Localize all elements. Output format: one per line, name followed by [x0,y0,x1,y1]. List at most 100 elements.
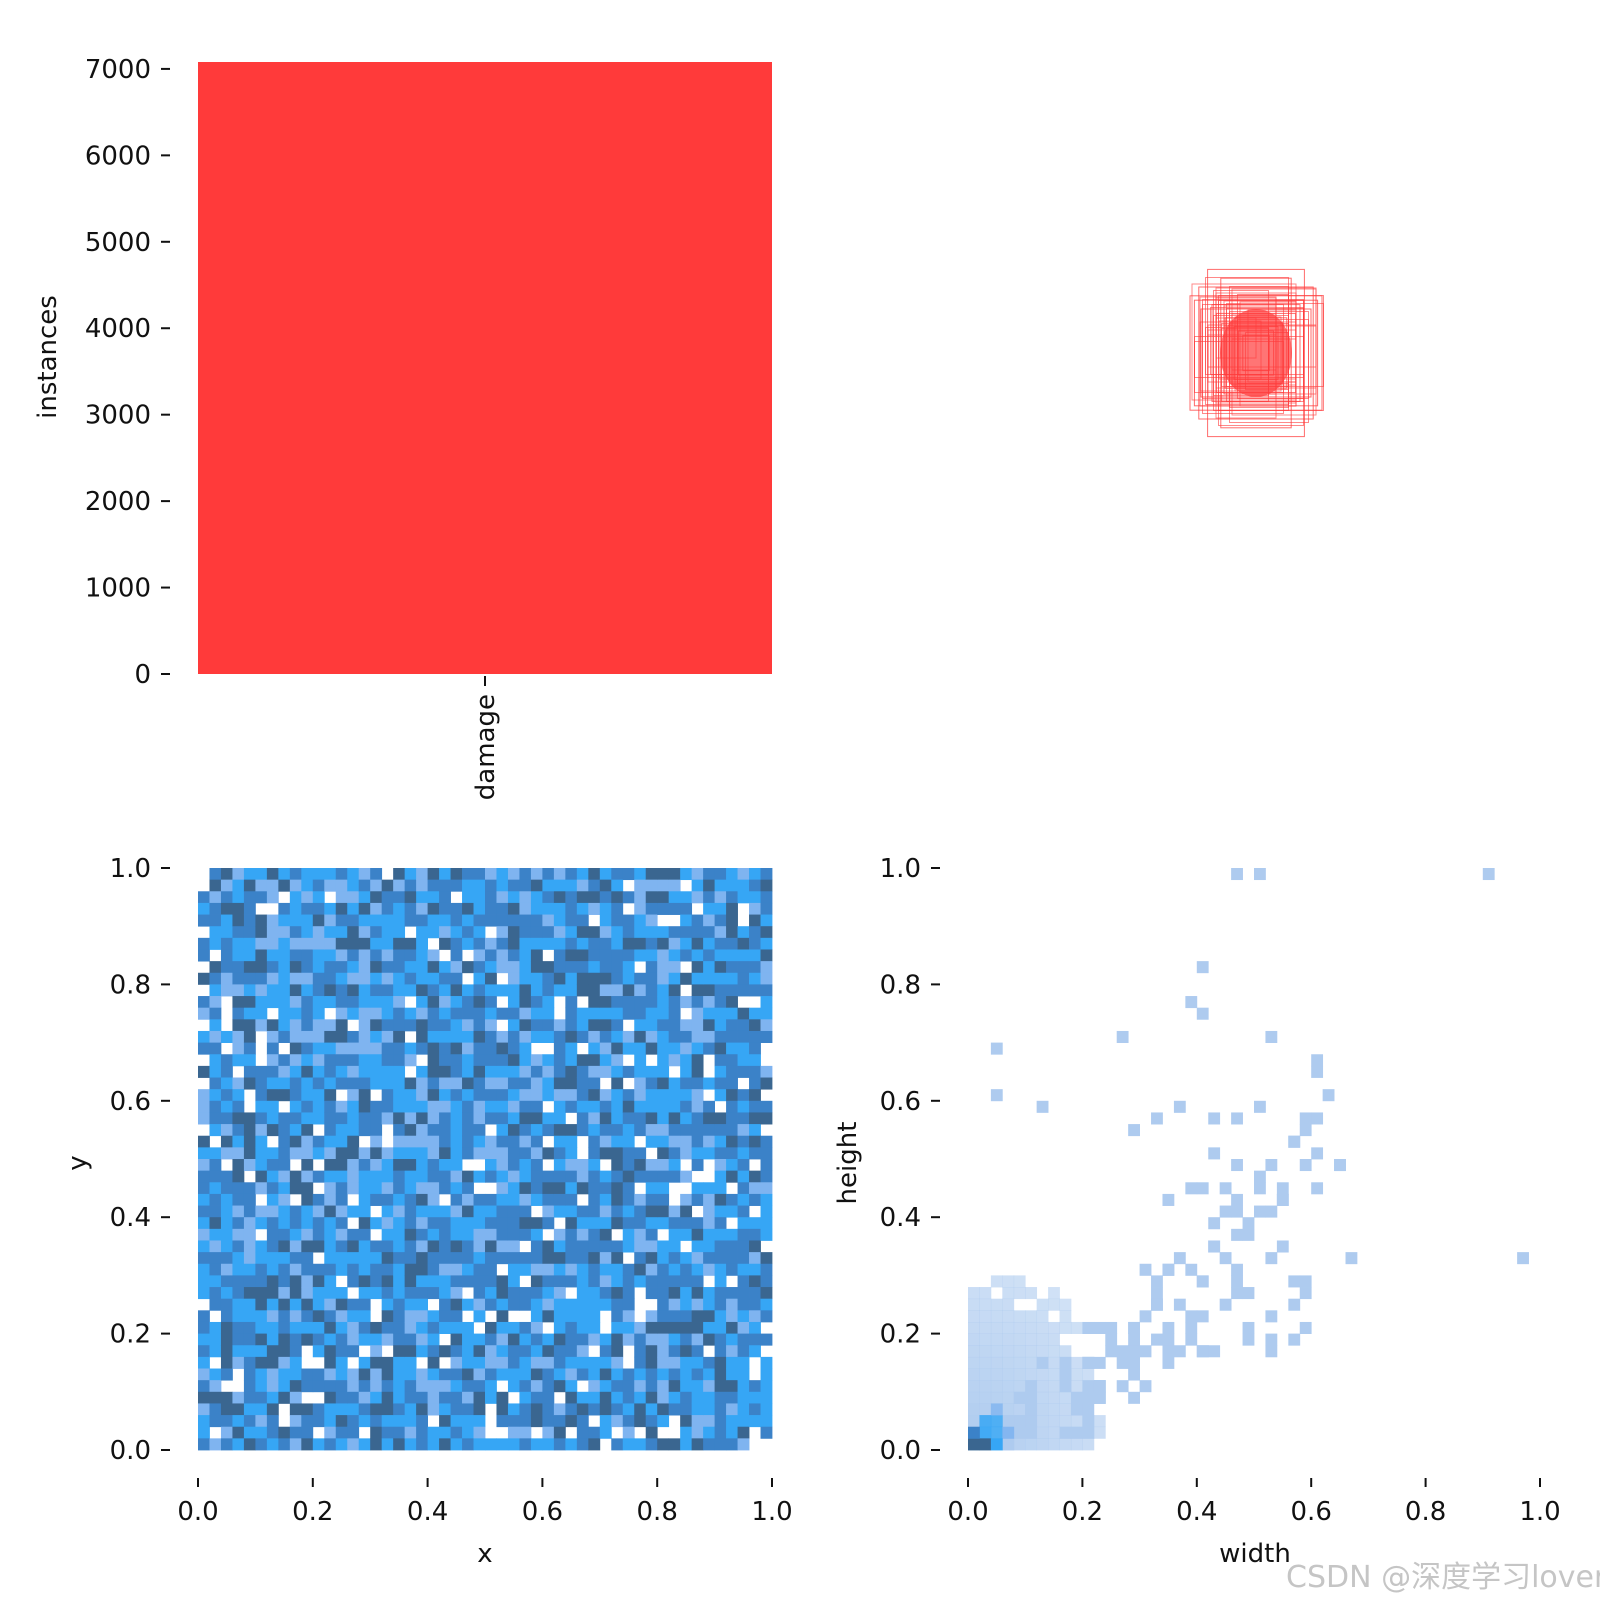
xy-heatmap-cell [760,1147,773,1160]
xy-heatmap-cell [737,1438,750,1451]
xy-heatmap-cell [657,1391,670,1404]
xy-heatmap-cell [668,1252,681,1265]
xy-heatmap-cell [312,891,325,904]
xy-heatmap-cell [657,1030,670,1043]
xy-heatmap-cell [714,868,727,881]
xy-heatmap-cell [393,984,406,997]
xy-heatmap-cell [462,1240,474,1253]
wh-heatmap-cell [1162,1263,1175,1276]
xy-heatmap-cell [358,1193,371,1206]
xy-heatmap-cell [255,1415,268,1428]
xy-heatmap-cell [691,1124,704,1137]
xy-heatmap-cell [209,1170,222,1183]
xy-heatmap-cell [691,1019,704,1032]
xy-heatmap-cell [565,902,578,915]
xy-heatmap-cell [450,1380,463,1393]
wh-heatmap-cell [1162,1356,1175,1369]
xy-heatmap-cell [622,868,635,881]
xy-heatmap-cell [565,1310,578,1323]
xy-heatmap-cell [209,1205,222,1218]
wh-x-tick-label: 0.6 [1291,1497,1332,1527]
xy-heatmap-cell [255,1170,268,1183]
xy-heatmap-cell [668,1438,681,1451]
xy-heatmap-cell [714,891,727,904]
xy-heatmap-cell [335,1252,348,1265]
xy-heatmap-cell [381,961,394,974]
xy-heatmap-cell [335,1030,348,1043]
xy-heatmap-cell [645,1217,658,1230]
xy-heatmap-cell [450,1321,463,1334]
xy-heatmap-cell [370,1042,383,1055]
xy-heatmap-cell [209,1380,222,1393]
xy-heatmap-cell [622,1287,635,1300]
xy-heatmap-cell [358,1368,371,1381]
xy-heatmap-cell [576,1310,589,1323]
xy-heatmap-cell [301,1112,314,1125]
xy-heatmap-cell [404,1205,417,1218]
xy-heatmap-cell [611,949,624,962]
xy-heatmap-cell [198,1182,210,1195]
xy-heatmap-cell [473,1019,486,1032]
xy-heatmap-cell [576,1252,589,1265]
xy-heatmap-cell [266,1030,279,1043]
xy-heatmap-cell [209,1193,222,1206]
wh-heatmap-cell [1093,1426,1106,1439]
wh-heatmap-cell [979,1310,992,1323]
xy-heatmap-cell [576,1345,589,1358]
xy-heatmap-cell [381,1077,394,1090]
bar-series [198,62,772,674]
xy-heatmap-cell [439,1007,451,1020]
xy-heatmap-cell [726,1415,738,1428]
xy-heatmap-cell [266,949,279,962]
xy-heatmap-cell [439,902,451,915]
wh-heatmap-cell [1048,1287,1060,1300]
xy-heatmap-cell [473,1193,486,1206]
xy-heatmap-cell [301,1089,314,1102]
xy-heatmap-cell [599,1147,612,1160]
xy-heatmap-cell [496,1193,509,1206]
xy-heatmap-cell [542,1275,555,1288]
xy-heatmap-cell [243,996,256,1009]
xy-heatmap-cell [416,1100,428,1113]
xy-heatmap-cell [496,1159,509,1172]
xy-heatmap-cell [703,1030,715,1043]
wh-heatmap-cell [1059,1321,1072,1334]
xy-heatmap-cell [416,914,428,927]
xy-heatmap-cell [278,1077,291,1090]
xy-heatmap-cell [703,1112,715,1125]
xy-heatmap-cell [462,1112,474,1125]
xy-heatmap-cell [519,1252,532,1265]
xy-heatmap-cell [680,902,693,915]
xy-heatmap-cell [312,1228,325,1241]
xy-heatmap-cell [634,1054,647,1067]
xy-heatmap-cell [381,1089,394,1102]
xy-heatmap-cell [703,1019,715,1032]
xy-heatmap-cell [198,1380,210,1393]
xy-heatmap-cell [358,1275,371,1288]
xy-heatmap-cell [507,914,520,927]
xy-heatmap-cell [703,1321,715,1334]
xy-heatmap-cell [232,1054,245,1067]
xy-heatmap-cell [381,1100,394,1113]
xy-heatmap-cell [347,891,360,904]
xy-heatmap-cell [209,1100,222,1113]
xy-heatmap-cell [737,1054,750,1067]
wh-heatmap-cell [1345,1252,1358,1265]
xy-heatmap-cell [255,1124,268,1137]
xy-heatmap-cell [622,937,635,950]
xy-heatmap-cell [530,1007,543,1020]
xy-heatmap-cell [289,1217,302,1230]
xy-heatmap-cell [358,1205,371,1218]
xy-heatmap-cell [565,1438,578,1451]
xy-heatmap-cell [255,961,268,974]
xy-heatmap-cell [496,1415,509,1428]
xy-heatmap-cell [335,996,348,1009]
xy-heatmap-cell [691,1298,704,1311]
wh-heatmap-cell [1254,1100,1266,1113]
xy-heatmap-cell [243,1310,256,1323]
wh-heatmap-cell [1082,1368,1095,1381]
xy-heatmap-cell [542,1240,555,1253]
xy-heatmap-cell [668,1124,681,1137]
xy-heatmap-cell [312,937,325,950]
xy-heatmap-cell [611,1147,624,1160]
